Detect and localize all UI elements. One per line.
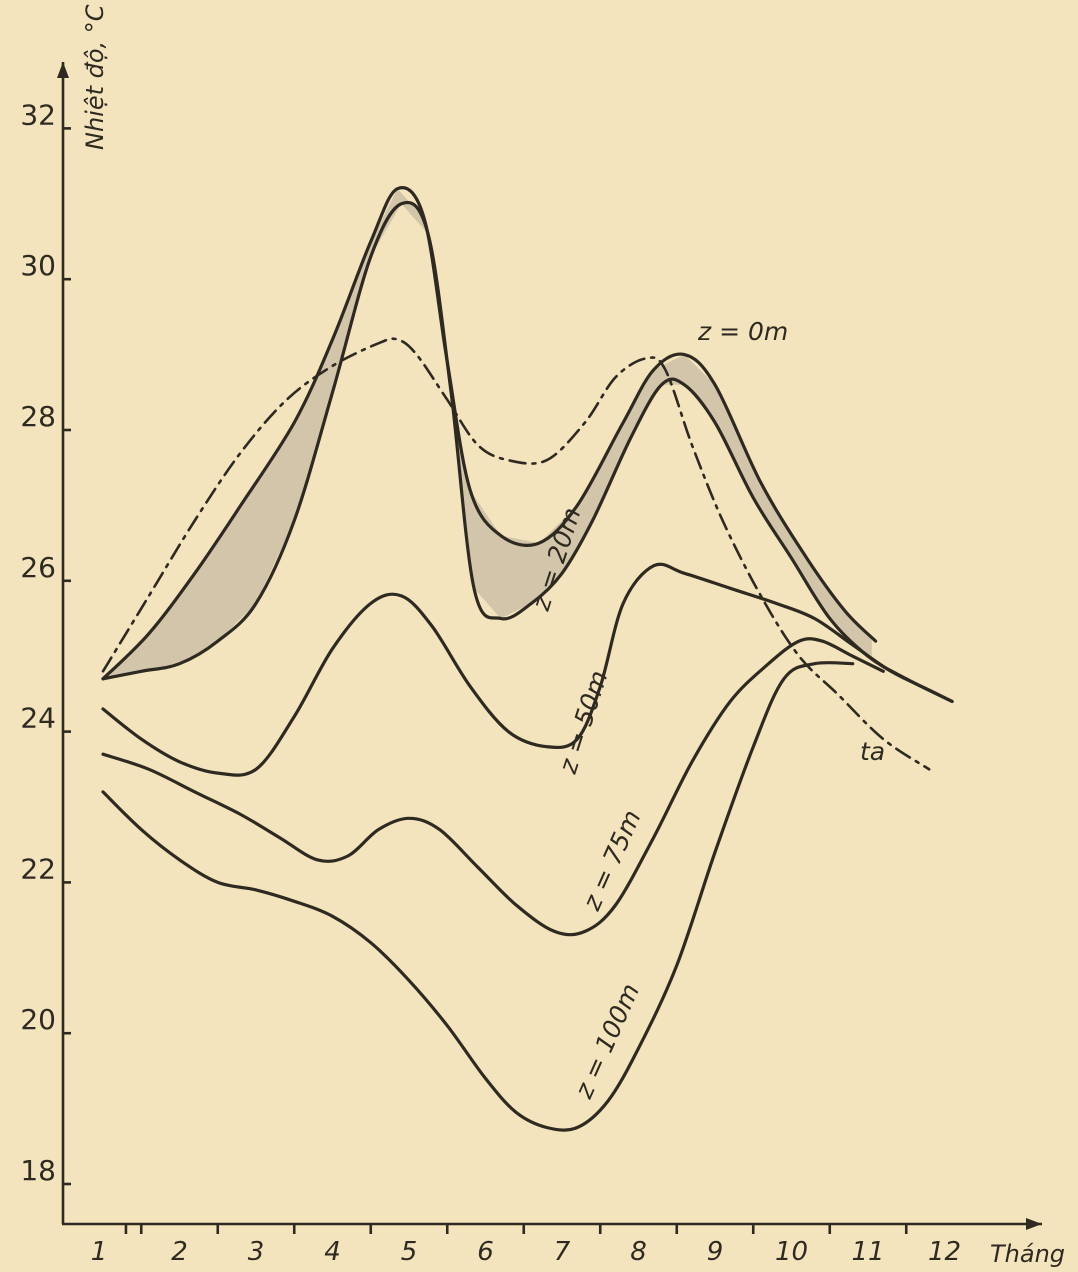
series-curves [101, 186, 954, 1132]
x-tick-label: 3 [248, 1237, 265, 1267]
series-label-z75: z = 75m [577, 806, 647, 916]
x-tick-label: 4 [324, 1237, 341, 1267]
shaded-region-z0-z20 [103, 188, 872, 679]
x-tick-label: 11 [851, 1237, 884, 1267]
y-tick-label: 24 [20, 702, 56, 735]
series-line-z20m [101, 200, 954, 703]
y-tick-label: 20 [20, 1003, 56, 1036]
x-tick-label: 8 [630, 1237, 647, 1267]
x-tick-label: 7 [554, 1237, 571, 1267]
x-tick-label: 1 [91, 1237, 108, 1267]
series-label-z0: z = 0m [697, 317, 788, 346]
x-axis-arrow [1026, 1218, 1042, 1230]
y-axis-title: Nhiệt độ, °C [81, 4, 109, 150]
shaded-region-group [103, 188, 872, 679]
x-tick-label: 2 [171, 1237, 188, 1267]
series-line-z100m [101, 661, 855, 1132]
x-axis-title: Tháng [990, 1240, 1065, 1268]
series-line-z75m [101, 637, 885, 937]
series-line-z50m [101, 562, 954, 777]
y-tick-label: 30 [20, 249, 56, 282]
y-tick-label: 18 [20, 1154, 56, 1187]
series-label-z100: z = 100m [569, 979, 646, 1103]
x-tick-label: 12 [928, 1237, 961, 1267]
series-label-group: z = 0m z = 20m z = 50m z = 75m z = 100m … [526, 317, 885, 1103]
y-tick-label: 22 [20, 852, 56, 885]
x-tick-label: 9 [707, 1237, 724, 1267]
series-label-z50: z = 50m [553, 667, 614, 778]
y-tick-label: 28 [20, 400, 56, 433]
x-tick-label: 5 [401, 1237, 418, 1267]
y-tick-label: 26 [20, 551, 56, 584]
series-line-z0m [101, 186, 878, 681]
y-axis-arrow [57, 62, 69, 78]
x-tick-label: 10 [775, 1237, 808, 1267]
y-tick-label: 32 [20, 98, 56, 131]
series-label-ta: ta [860, 737, 885, 766]
series-line-ta [101, 337, 931, 771]
x-tick-label: 6 [477, 1237, 494, 1267]
